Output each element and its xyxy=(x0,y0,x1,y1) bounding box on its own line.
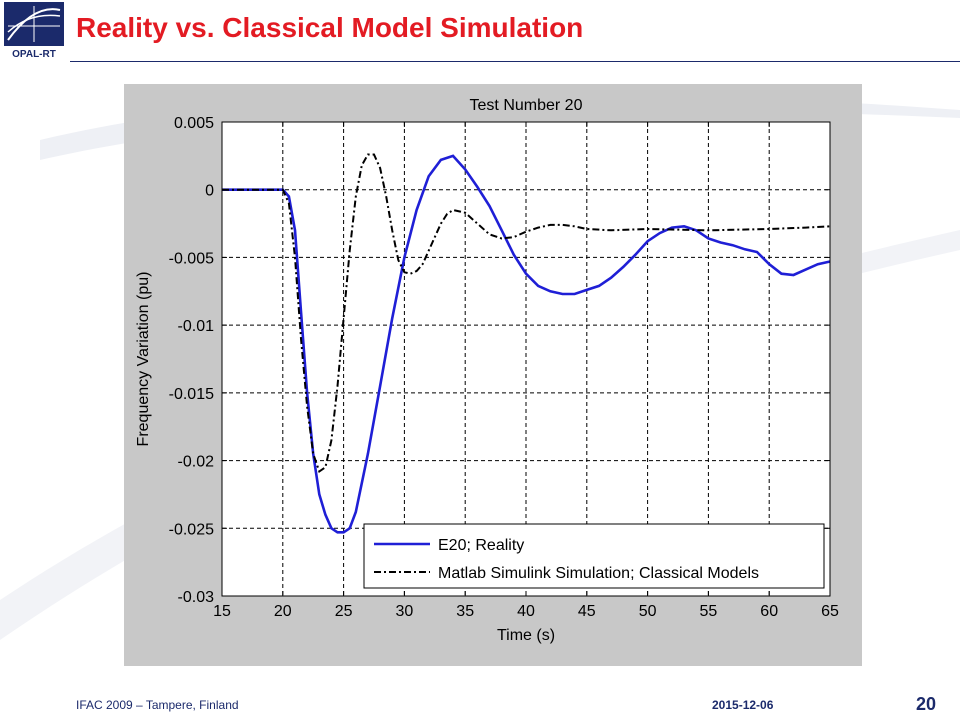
slide-title: Reality vs. Classical Model Simulation xyxy=(76,12,584,43)
y-tick-label: -0.02 xyxy=(178,454,215,471)
figure-panel: 15 20 25 30 35 40 45 50 55 60 65 0.005 0 -0.005 -0.01 -… xyxy=(124,84,862,666)
x-tick-label: 40 xyxy=(517,603,535,620)
x-tick-label: 30 xyxy=(396,603,414,620)
series-line-reality xyxy=(222,154,831,534)
x-tick-label: 65 xyxy=(821,603,839,620)
x-tick-label: 45 xyxy=(578,603,596,620)
page-number: 20 xyxy=(916,694,937,714)
y-tick-label: -0.03 xyxy=(178,589,215,606)
x-tick-label: 20 xyxy=(274,603,292,620)
x-axis-label: Time (s) xyxy=(497,627,555,644)
y-tick-label: 0.005 xyxy=(174,115,214,132)
footer-date: 2015-12-06 xyxy=(712,698,774,712)
title-divider xyxy=(70,61,960,62)
legend-box xyxy=(363,523,825,589)
x-tick-label: 35 xyxy=(456,603,474,620)
x-tick-label: 50 xyxy=(639,603,657,620)
legend-label: Matlab Simulink Simulation; Classical Mo… xyxy=(438,565,759,582)
y-axis-label: Frequency Variation (pu) xyxy=(135,272,152,447)
axes-frame xyxy=(221,121,831,597)
chart-title: Test Number 20 xyxy=(470,97,583,114)
series-line-simulation xyxy=(222,153,831,473)
x-tick-label: 55 xyxy=(700,603,718,620)
x-tick-label: 15 xyxy=(213,603,231,620)
x-tick-label: 60 xyxy=(760,603,778,620)
y-tick-label: -0.015 xyxy=(169,386,214,403)
line-chart: 15 20 25 30 35 40 45 50 55 60 65 0.005 0 -0.005 -0.01 -… xyxy=(135,97,839,644)
y-tick-label: -0.025 xyxy=(169,521,214,538)
y-tick-label: -0.005 xyxy=(169,250,214,267)
opal-rt-logo: OPAL-RT xyxy=(4,2,64,60)
legend-label: E20; Reality xyxy=(438,537,524,554)
x-tick-label: 25 xyxy=(335,603,353,620)
logo-text: OPAL-RT xyxy=(12,49,56,60)
y-tick-label: 0 xyxy=(205,183,214,200)
y-tick-label: -0.01 xyxy=(178,318,215,335)
footer-conference: IFAC 2009 – Tampere, Finland xyxy=(76,698,239,712)
